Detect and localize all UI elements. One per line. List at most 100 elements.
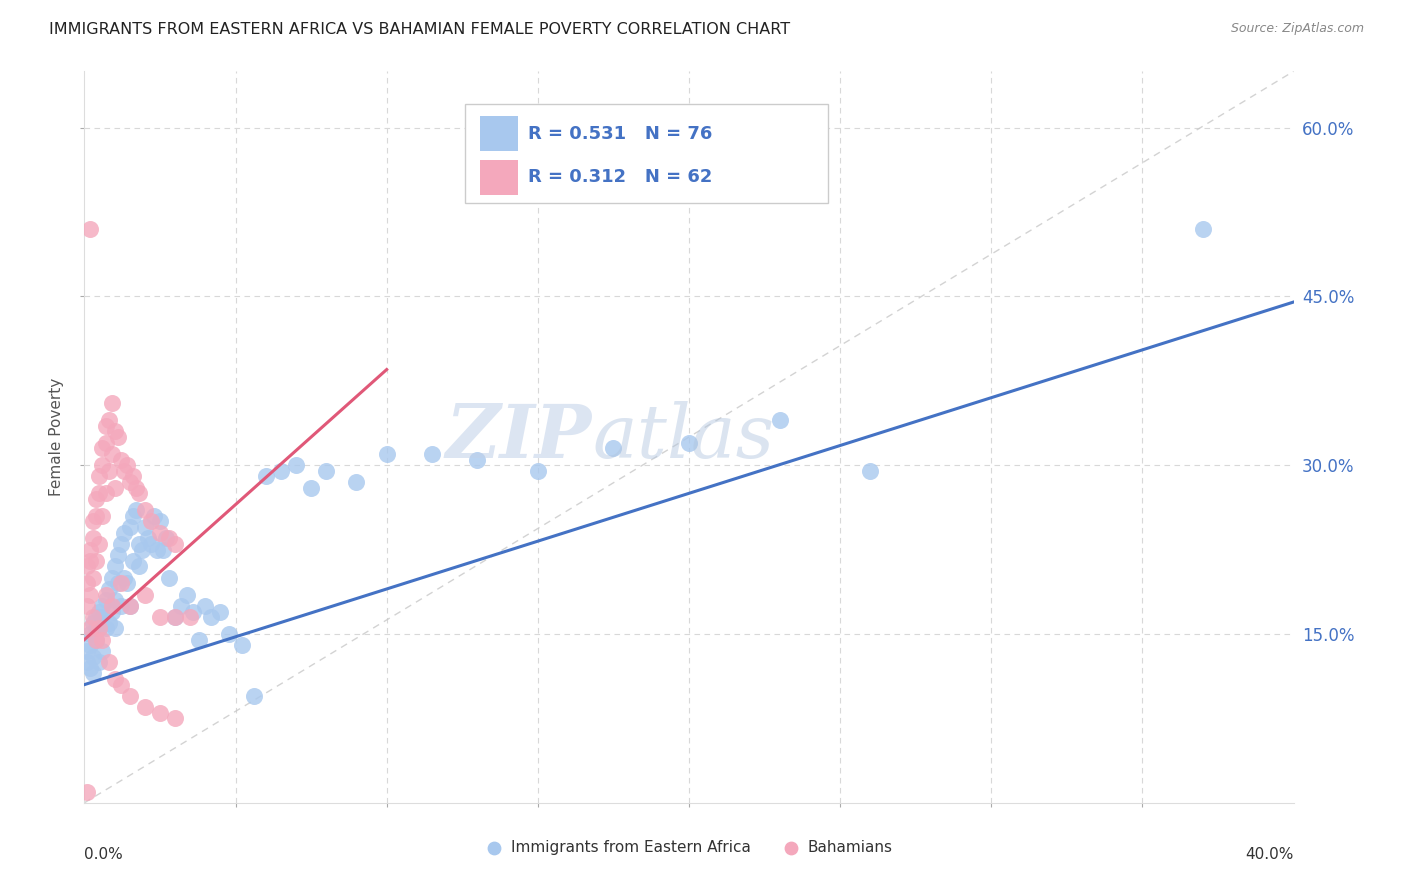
- Point: [165, 711, 187, 725]
- Text: 0.0%: 0.0%: [84, 847, 124, 862]
- Point: [110, 452, 132, 467]
- Point: [79, 627, 101, 641]
- Point: [82, 615, 104, 630]
- Point: [128, 559, 150, 574]
- Point: [209, 605, 232, 619]
- Point: [299, 481, 322, 495]
- Point: [104, 672, 127, 686]
- Point: [76, 576, 98, 591]
- Point: [94, 593, 117, 607]
- Point: [86, 554, 108, 568]
- Point: [118, 689, 141, 703]
- Point: [527, 464, 550, 478]
- Point: [315, 464, 337, 478]
- Point: [104, 621, 127, 635]
- Point: [149, 706, 172, 720]
- Point: [181, 605, 204, 619]
- Point: [100, 447, 122, 461]
- Point: [110, 678, 132, 692]
- Point: [112, 525, 135, 540]
- Point: [91, 644, 114, 658]
- Text: R = 0.531   N = 76: R = 0.531 N = 76: [529, 125, 713, 143]
- Point: [79, 638, 101, 652]
- Point: [110, 599, 132, 613]
- Point: [104, 593, 127, 607]
- Point: [76, 559, 98, 574]
- Point: [149, 525, 172, 540]
- Point: [91, 632, 114, 647]
- Point: [94, 435, 117, 450]
- Point: [142, 508, 165, 523]
- Point: [118, 599, 141, 613]
- Point: [254, 469, 277, 483]
- Point: [89, 486, 111, 500]
- Point: [149, 610, 172, 624]
- Point: [270, 464, 292, 478]
- Point: [157, 532, 180, 546]
- Point: [170, 599, 193, 613]
- Point: [375, 447, 398, 461]
- Point: [420, 447, 443, 461]
- Point: [79, 661, 101, 675]
- Point: [89, 469, 111, 483]
- Point: [107, 548, 129, 562]
- Point: [91, 458, 114, 473]
- Point: [86, 491, 108, 506]
- Point: [110, 576, 132, 591]
- Point: [89, 655, 111, 669]
- Point: [89, 537, 111, 551]
- Point: [89, 621, 111, 635]
- Point: [115, 576, 138, 591]
- Point: [100, 599, 122, 613]
- Point: [94, 486, 117, 500]
- Point: [859, 464, 882, 478]
- FancyBboxPatch shape: [479, 116, 519, 151]
- Point: [104, 425, 127, 439]
- Point: [91, 599, 114, 613]
- Point: [125, 481, 148, 495]
- Point: [97, 413, 120, 427]
- Point: [104, 481, 127, 495]
- Text: 40.0%: 40.0%: [1246, 847, 1294, 862]
- Point: [86, 621, 108, 635]
- Point: [152, 542, 174, 557]
- Point: [165, 537, 187, 551]
- Point: [91, 610, 114, 624]
- Point: [134, 588, 156, 602]
- Point: [194, 599, 217, 613]
- Point: [121, 469, 143, 483]
- Point: [285, 458, 308, 473]
- Text: ZIP: ZIP: [446, 401, 592, 474]
- Point: [128, 537, 150, 551]
- Point: [678, 435, 700, 450]
- Point: [165, 610, 187, 624]
- Point: [200, 610, 222, 624]
- Point: [100, 571, 122, 585]
- Point: [134, 700, 156, 714]
- Text: IMMIGRANTS FROM EASTERN AFRICA VS BAHAMIAN FEMALE POVERTY CORRELATION CHART: IMMIGRANTS FROM EASTERN AFRICA VS BAHAMI…: [49, 22, 790, 37]
- Point: [107, 430, 129, 444]
- Point: [346, 475, 368, 489]
- Point: [110, 537, 132, 551]
- Point: [218, 627, 240, 641]
- Point: [76, 644, 98, 658]
- Point: [100, 396, 122, 410]
- Point: [86, 632, 108, 647]
- Point: [176, 588, 198, 602]
- Point: [125, 503, 148, 517]
- Point: [82, 515, 104, 529]
- Point: [82, 666, 104, 681]
- Point: [134, 520, 156, 534]
- Point: [165, 610, 187, 624]
- Point: [118, 520, 141, 534]
- Point: [82, 571, 104, 585]
- Point: [467, 452, 489, 467]
- Point: [79, 554, 101, 568]
- Point: [188, 632, 211, 647]
- Point: [91, 442, 114, 456]
- Point: [86, 610, 108, 624]
- Point: [86, 508, 108, 523]
- Point: [79, 222, 101, 236]
- Point: [89, 621, 111, 635]
- Point: [1192, 222, 1215, 236]
